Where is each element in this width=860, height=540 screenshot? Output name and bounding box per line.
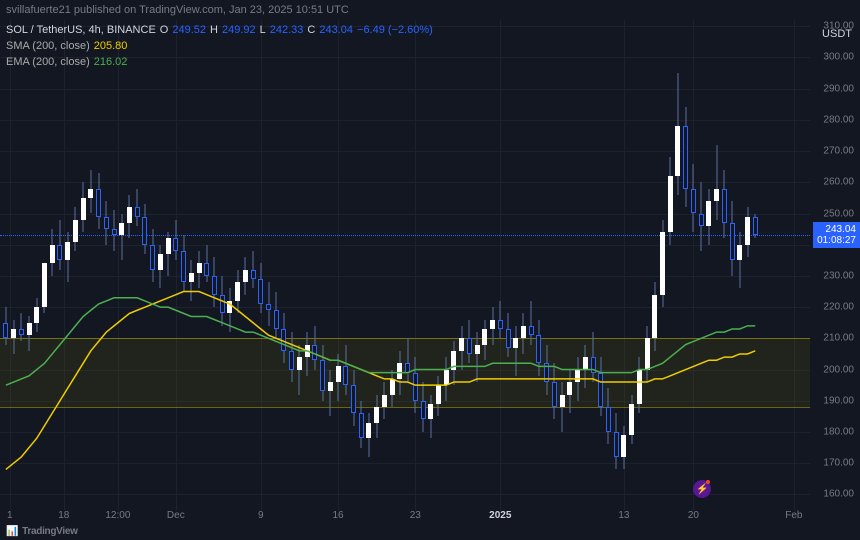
x-tick-label: Feb [785,510,802,521]
zone-line [0,407,810,408]
tradingview-logo-text: TradingView [22,526,77,537]
y-tick-label: 220.00 [823,302,854,313]
price-axis[interactable]: USDT 160.00170.00180.00190.00200.00210.0… [810,20,860,510]
sma-value: 205.80 [94,38,128,54]
y-tick-label: 280.00 [823,114,854,125]
indicator-overlay [0,20,810,510]
x-tick-label: 23 [410,510,421,521]
chart-area[interactable] [0,20,810,510]
ema-value: 216.02 [94,54,128,70]
o-value: 249.52 [172,22,206,38]
gridline-v [64,20,65,510]
gridline-h [0,276,810,277]
gridline-v [176,20,177,510]
current-price-label: 243.0401:08:27 [813,222,860,248]
gridline-h [0,463,810,464]
c-label: C [307,22,315,38]
zone-line [0,338,810,339]
publish-text: svillafuerte21 published on TradingView.… [6,4,349,16]
gridline-v [794,20,795,510]
y-tick-label: 310.00 [823,21,854,32]
gridline-v [118,20,119,510]
y-tick-label: 210.00 [823,333,854,344]
gridline-h [0,89,810,90]
o-label: O [160,22,169,38]
tradingview-logo-icon: 📊 [6,526,18,537]
y-tick-label: 160.00 [823,489,854,500]
y-tick-label: 290.00 [823,83,854,94]
time-axis[interactable]: 1 18 12:00 Dec 9 16 23 2025 13 20 Feb [0,510,810,530]
gridline-h [0,494,810,495]
gridline-v [500,20,501,510]
gridline-h [0,182,810,183]
support-zone [0,338,810,407]
h-label: H [210,22,218,38]
y-tick-label: 300.00 [823,52,854,63]
sma-label[interactable]: SMA (200, close) [6,38,90,54]
footer: 📊 TradingView [6,526,78,537]
ema-label[interactable]: EMA (200, close) [6,54,90,70]
l-value: 242.33 [270,22,304,38]
gridline-h [0,432,810,433]
x-tick-label: Dec [167,510,185,521]
y-tick-label: 190.00 [823,395,854,406]
y-tick-label: 170.00 [823,458,854,469]
y-tick-label: 180.00 [823,426,854,437]
gridline-h [0,307,810,308]
gridline-h [0,120,810,121]
gridline-v [10,20,11,510]
y-tick-label: 260.00 [823,177,854,188]
x-tick-label: 2025 [489,510,511,521]
symbol-label[interactable]: SOL / TetherUS, 4h, BINANCE [6,22,156,38]
x-tick-label: 1 [7,510,13,521]
gridline-v [693,20,694,510]
gridline-h [0,151,810,152]
y-tick-label: 200.00 [823,364,854,375]
y-tick-label: 250.00 [823,208,854,219]
change-value: −6.49 (−2.60%) [357,22,433,38]
x-tick-label: 20 [688,510,699,521]
publish-header: svillafuerte21 published on TradingView.… [0,0,860,20]
info-panel: SOL / TetherUS, 4h, BINANCE O249.52 H249… [6,22,433,70]
x-tick-label: 18 [58,510,69,521]
x-tick-label: 9 [258,510,264,521]
l-label: L [260,22,266,38]
x-tick-label: 16 [332,510,343,521]
x-tick-label: 12:00 [105,510,130,521]
gridline-v [338,20,339,510]
gridline-v [415,20,416,510]
c-value: 243.04 [319,22,353,38]
y-tick-label: 230.00 [823,270,854,281]
h-value: 249.92 [222,22,256,38]
y-tick-label: 270.00 [823,146,854,157]
x-tick-label: 13 [618,510,629,521]
